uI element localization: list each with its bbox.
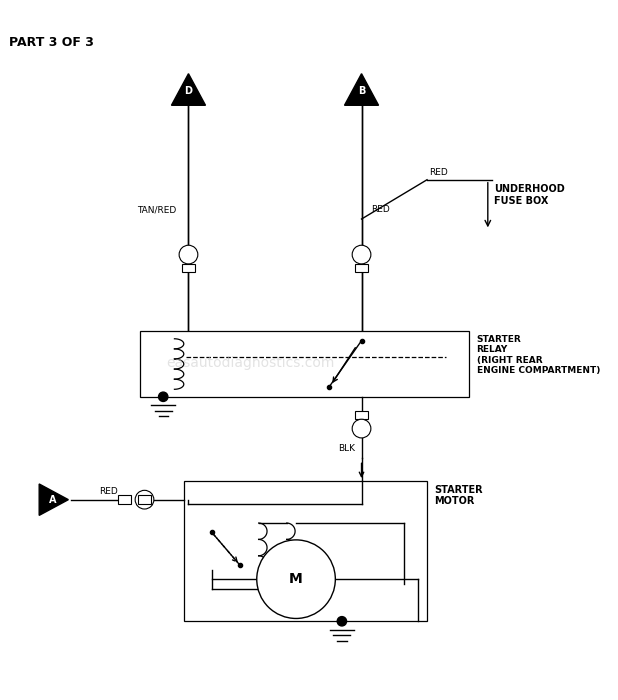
- Bar: [140, 331, 469, 397]
- Text: BLK: BLK: [338, 444, 355, 453]
- Text: TAN/RED: TAN/RED: [137, 205, 176, 214]
- Text: A: A: [49, 495, 56, 505]
- Bar: [118, 495, 132, 504]
- Text: PART 3 OF 3: PART 3 OF 3: [9, 36, 94, 49]
- Text: RED: RED: [429, 168, 447, 177]
- Text: UNDERHOOD
FUSE BOX: UNDERHOOD FUSE BOX: [494, 184, 565, 206]
- Text: M: M: [289, 572, 303, 586]
- Text: STARTER
RELAY
(RIGHT REAR
ENGINE COMPARTMENT): STARTER RELAY (RIGHT REAR ENGINE COMPART…: [476, 335, 600, 375]
- Bar: [355, 411, 368, 419]
- Text: RED: RED: [371, 205, 389, 214]
- Circle shape: [352, 419, 371, 438]
- Text: RED: RED: [99, 487, 119, 496]
- Bar: [355, 264, 368, 272]
- Text: D: D: [185, 85, 192, 96]
- Polygon shape: [171, 74, 206, 105]
- Polygon shape: [344, 74, 379, 105]
- Circle shape: [352, 245, 371, 264]
- Text: STARTER
MOTOR: STARTER MOTOR: [434, 484, 483, 506]
- Circle shape: [135, 490, 154, 509]
- Text: easautodiagnostics.com: easautodiagnostics.com: [166, 356, 334, 370]
- Circle shape: [179, 245, 198, 264]
- Circle shape: [159, 392, 168, 401]
- Circle shape: [337, 617, 347, 626]
- Circle shape: [256, 540, 336, 619]
- Bar: [182, 264, 195, 272]
- Bar: [184, 481, 427, 622]
- Polygon shape: [39, 484, 69, 515]
- Text: B: B: [358, 85, 365, 96]
- Bar: [138, 495, 151, 504]
